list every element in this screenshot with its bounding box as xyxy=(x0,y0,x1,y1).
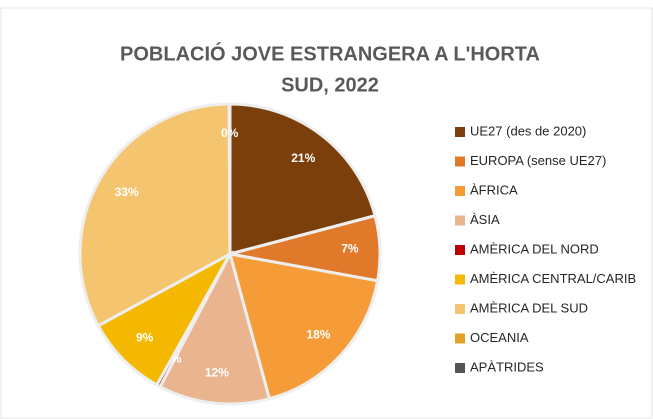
pie-slice xyxy=(227,252,380,401)
legend-label: EUROPA (sense UE27) xyxy=(470,153,606,168)
legend-swatch xyxy=(455,304,465,314)
pie-slice xyxy=(228,102,377,256)
data-label: 9% xyxy=(136,331,154,345)
legend-label: AMÈRICA DEL SUD xyxy=(470,300,588,315)
data-label: 21% xyxy=(291,151,315,165)
legend-swatch xyxy=(455,274,465,285)
legend-label: APÀTRIDES xyxy=(470,359,544,374)
legend-label: ÀFRICA xyxy=(470,182,518,197)
data-label: 18% xyxy=(306,327,330,341)
data-label: 33% xyxy=(115,185,139,199)
legend-label: ÀSIA xyxy=(470,212,500,227)
legend-swatch xyxy=(455,156,465,167)
legend-label: OCEANIA xyxy=(470,330,529,345)
legend-swatch xyxy=(455,363,465,373)
legend-swatch xyxy=(455,215,465,226)
pie-slice xyxy=(78,102,232,328)
legend-swatch xyxy=(455,245,465,255)
legend-label: AMÈRICA CENTRAL/CARIB xyxy=(470,271,636,286)
chart-title: SUD, 2022 xyxy=(281,74,379,96)
data-label: 7% xyxy=(341,241,359,255)
legend-label: UE27 (des de 2020) xyxy=(470,123,586,138)
legend-swatch xyxy=(455,333,465,344)
legend-swatch xyxy=(455,127,465,137)
pie-slice xyxy=(96,250,234,387)
chart-title: POBLACIÓ JOVE ESTRANGERA A L'HORTA xyxy=(120,41,540,65)
legend-swatch xyxy=(455,186,465,196)
pie-slice xyxy=(158,249,272,406)
data-label: 12% xyxy=(205,365,229,379)
legend-label: AMÈRICA DEL NORD xyxy=(470,241,599,256)
